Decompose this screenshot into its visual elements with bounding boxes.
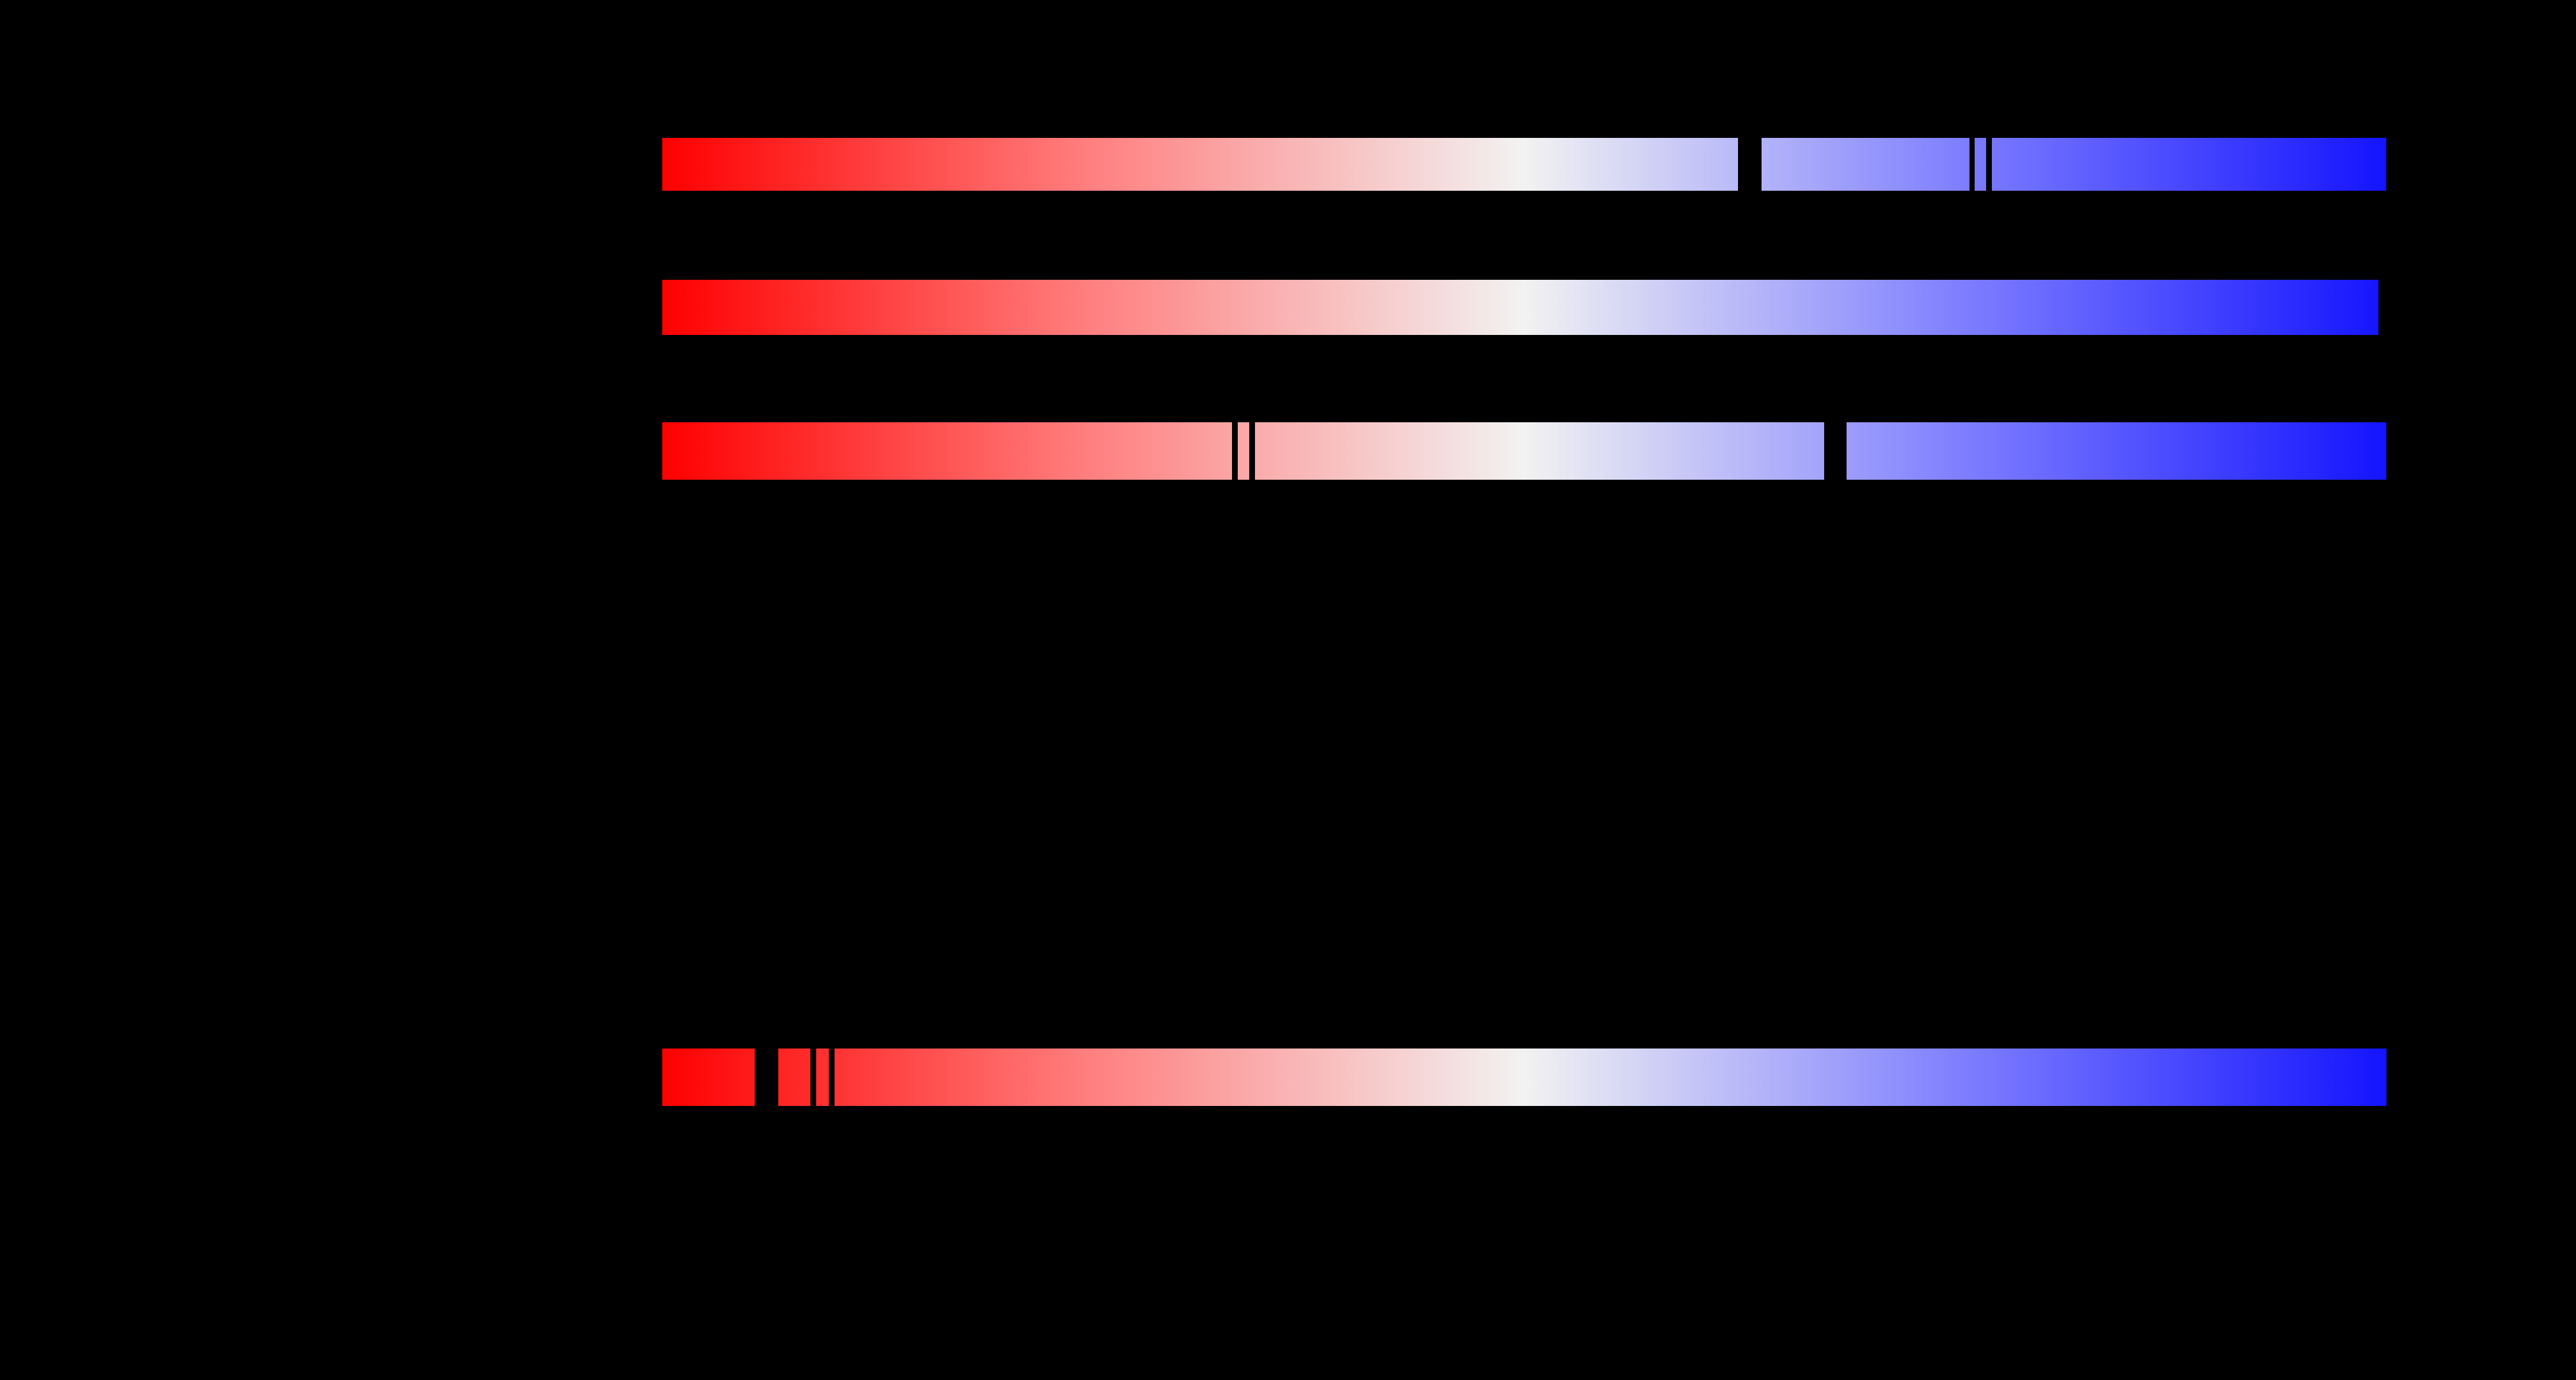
colorbar-segment [1975, 138, 1987, 191]
colorbar-segment [1992, 138, 2386, 191]
colorbar-segment [1237, 422, 1249, 480]
colorbar-segment [1762, 138, 1969, 191]
colorbar-segment [662, 1049, 755, 1106]
colorbar-segment [1254, 422, 1825, 480]
colorbar-segment [778, 1049, 810, 1106]
colorbar-segment [1847, 422, 2386, 480]
colorbar-segment [834, 1049, 2386, 1106]
colorbar-segment [662, 138, 1739, 191]
colorbar-track-2 [662, 280, 2386, 335]
colorbar-track-4 [662, 1049, 2386, 1106]
colorbar-segment [662, 280, 2379, 335]
colorbar-segment [662, 422, 1232, 480]
colorbar-track-3 [662, 422, 2386, 480]
colorbar-track-1 [662, 138, 2386, 191]
colorbar-segment [816, 1049, 829, 1106]
